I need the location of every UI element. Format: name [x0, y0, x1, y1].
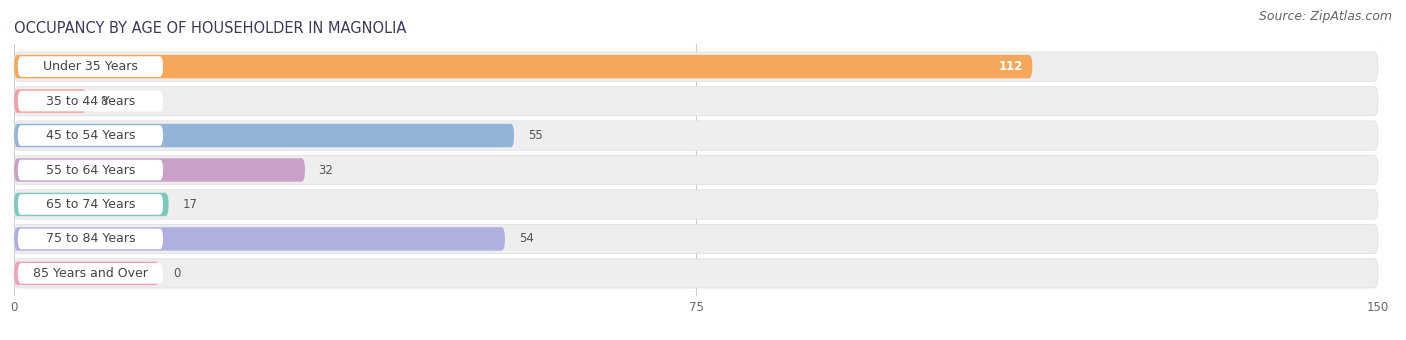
Text: 112: 112 — [998, 60, 1024, 73]
Text: 17: 17 — [183, 198, 197, 211]
FancyBboxPatch shape — [14, 52, 1378, 81]
FancyBboxPatch shape — [14, 193, 169, 216]
Text: 32: 32 — [319, 164, 333, 176]
FancyBboxPatch shape — [18, 125, 163, 146]
FancyBboxPatch shape — [14, 158, 305, 182]
Text: 85 Years and Over: 85 Years and Over — [32, 267, 148, 280]
FancyBboxPatch shape — [14, 89, 87, 113]
Text: 8: 8 — [100, 95, 108, 107]
FancyBboxPatch shape — [14, 124, 515, 147]
Text: 45 to 54 Years: 45 to 54 Years — [46, 129, 135, 142]
Text: 65 to 74 Years: 65 to 74 Years — [46, 198, 135, 211]
Text: Under 35 Years: Under 35 Years — [44, 60, 138, 73]
Text: 55: 55 — [527, 129, 543, 142]
FancyBboxPatch shape — [18, 160, 163, 180]
FancyBboxPatch shape — [14, 227, 505, 251]
Text: 55 to 64 Years: 55 to 64 Years — [46, 164, 135, 176]
FancyBboxPatch shape — [18, 56, 163, 77]
FancyBboxPatch shape — [14, 262, 159, 285]
FancyBboxPatch shape — [14, 86, 1378, 116]
FancyBboxPatch shape — [18, 91, 163, 112]
Text: 35 to 44 Years: 35 to 44 Years — [46, 95, 135, 107]
Text: OCCUPANCY BY AGE OF HOUSEHOLDER IN MAGNOLIA: OCCUPANCY BY AGE OF HOUSEHOLDER IN MAGNO… — [14, 21, 406, 36]
FancyBboxPatch shape — [18, 263, 163, 284]
FancyBboxPatch shape — [14, 259, 1378, 288]
FancyBboxPatch shape — [18, 228, 163, 249]
FancyBboxPatch shape — [14, 155, 1378, 185]
FancyBboxPatch shape — [14, 190, 1378, 219]
Text: Source: ZipAtlas.com: Source: ZipAtlas.com — [1258, 10, 1392, 23]
FancyBboxPatch shape — [14, 224, 1378, 254]
Text: 75 to 84 Years: 75 to 84 Years — [45, 233, 135, 245]
FancyBboxPatch shape — [14, 121, 1378, 150]
FancyBboxPatch shape — [14, 55, 1032, 78]
FancyBboxPatch shape — [18, 194, 163, 215]
Text: 0: 0 — [173, 267, 180, 280]
Text: 54: 54 — [519, 233, 533, 245]
